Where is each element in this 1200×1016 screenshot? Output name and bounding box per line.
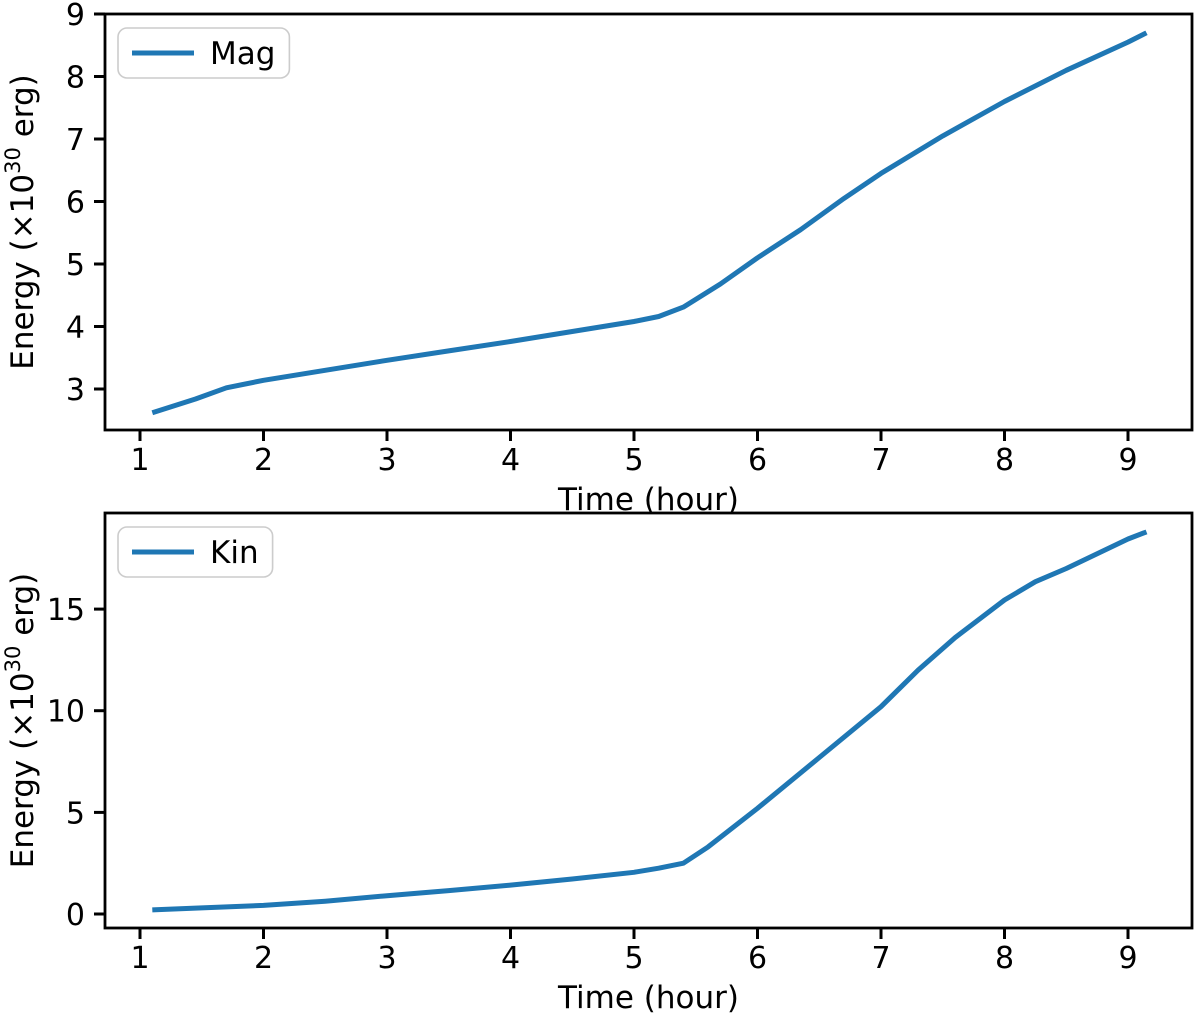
x-tick-label: 4: [501, 941, 520, 976]
y-tick-label: 5: [66, 796, 85, 831]
x-tick-label: 1: [130, 941, 149, 976]
legend-box: [117, 27, 291, 79]
plot-frame: [103, 12, 1194, 432]
x-tick-label: 8: [995, 443, 1014, 478]
y-tick-label: 4: [66, 311, 85, 346]
y-tick-label: 7: [66, 123, 85, 158]
x-tick-label: 3: [377, 941, 396, 976]
x-tick-label: 1: [130, 443, 149, 478]
x-tick-label: 7: [871, 443, 890, 478]
y-tick-label: 15: [47, 593, 85, 628]
legend-label: Kin: [210, 535, 259, 571]
series-line: [152, 529, 1148, 913]
y-tick-label: 8: [66, 61, 85, 96]
x-tick-label: 6: [748, 941, 767, 976]
y-axis-label: Energy (×1030 erg): [1, 573, 41, 869]
series-line: [151, 30, 1148, 416]
y-axis-label-sup: 30: [1, 147, 25, 174]
y-tick-label: 5: [66, 248, 85, 283]
y-axis-label-rest: erg): [5, 573, 41, 646]
x-tick-label: 4: [501, 443, 520, 478]
y-tick-label: 10: [47, 695, 85, 730]
y-tick-label: 0: [66, 898, 85, 933]
x-tick-label: 8: [995, 941, 1014, 976]
y-tick-label: 6: [66, 186, 85, 221]
x-tick-label: 2: [254, 443, 273, 478]
x-tick-label: 2: [254, 941, 273, 976]
y-axis-label-rest: erg): [5, 74, 41, 147]
y-tick-label: 3: [66, 373, 85, 408]
y-tick-label: 9: [66, 0, 85, 33]
x-tick-label: 6: [748, 443, 767, 478]
x-axis-label: Time (hour): [557, 980, 739, 1016]
x-tick-label: 9: [1118, 941, 1137, 976]
plot-frame: [103, 511, 1194, 930]
y-axis-label-base: Energy (×10: [5, 672, 41, 868]
y-axis-label-base: Energy (×10: [5, 174, 41, 370]
x-tick-label: 5: [624, 941, 643, 976]
y-axis-label: Energy (×1030 erg): [1, 74, 41, 370]
x-tick-label: 7: [871, 941, 890, 976]
x-tick-label: 3: [377, 443, 396, 478]
legend-box: [117, 526, 274, 578]
legend-label: Mag: [210, 36, 275, 72]
panel-kin: 1 2 3 4 5 6 7 8 9 0 5 10 15 Time (hour) Energy (×1030 …: [1, 511, 1194, 1016]
x-tick-label: 9: [1118, 443, 1137, 478]
y-axis-label-sup: 30: [1, 646, 25, 673]
x-tick-label: 5: [624, 443, 643, 478]
